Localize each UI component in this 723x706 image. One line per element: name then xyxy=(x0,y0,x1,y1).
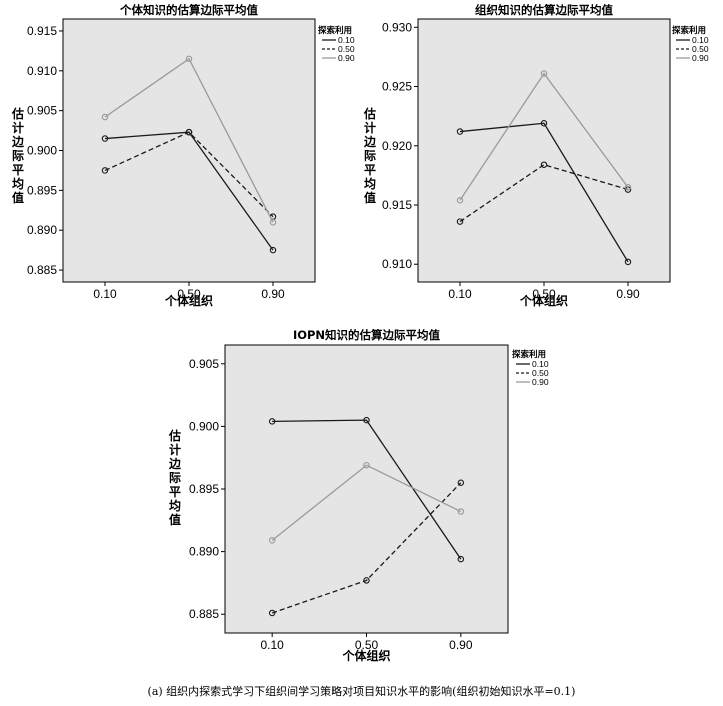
series-line xyxy=(459,122,629,263)
x-tick-label: 0.50 xyxy=(177,287,201,301)
x-tick-label: 0.50 xyxy=(532,287,556,301)
series-0.50 xyxy=(456,161,632,225)
chart-3: IOPN知识的估算边际平均值 0.885 0.890 0.895 0.900 0.905 0… xyxy=(168,328,549,663)
y-tick-label: 0.885 xyxy=(189,607,219,621)
data-point xyxy=(101,167,109,174)
series-0.90 xyxy=(456,70,632,204)
series-line xyxy=(459,72,629,201)
y-tick-label: 0.890 xyxy=(27,223,57,237)
chart-title: 组织知识的估算边际平均值 xyxy=(475,3,613,17)
chart-title: IOPN知识的估算边际平均值 xyxy=(293,328,441,342)
series-line xyxy=(459,164,629,223)
y-axis-label: 估计边际平均值 xyxy=(168,428,182,527)
data-point xyxy=(363,461,370,469)
data-point xyxy=(456,128,464,135)
data-point xyxy=(185,128,193,136)
y-tick-label: 0.885 xyxy=(27,263,57,277)
series-0.10 xyxy=(268,416,465,563)
y-tick-label: 0.895 xyxy=(189,482,219,496)
series-0.90 xyxy=(268,461,465,544)
y-tick-label: 0.905 xyxy=(27,104,57,118)
data-point xyxy=(457,508,465,515)
data-point xyxy=(456,197,464,204)
legend-label: 0.10 xyxy=(338,35,355,45)
series-line xyxy=(272,419,462,560)
series-0.90 xyxy=(101,55,277,226)
plot-area xyxy=(62,18,316,283)
legend-label: 0.90 xyxy=(532,377,549,387)
data-point xyxy=(101,113,109,121)
y-tick-label: 0.930 xyxy=(382,20,412,34)
legend-title: 探索利用 xyxy=(672,25,706,36)
chart-2: 组织知识的估算边际平均值 0.910 0.915 0.920 0.925 0.930 0.1… xyxy=(363,3,709,308)
series-line xyxy=(104,131,274,218)
y-tick-label: 0.910 xyxy=(382,257,412,271)
y-tick-label: 0.925 xyxy=(382,80,412,94)
series-line xyxy=(271,482,462,614)
x-axis-label: 个体组织 xyxy=(519,293,568,308)
series-0.50 xyxy=(268,479,465,617)
figure-caption: (a) 组织内探索式学习下组织间学习策略对项目知识水平的影响(组织初始知识水平=… xyxy=(147,685,576,698)
data-point xyxy=(268,537,276,544)
plot-area xyxy=(417,18,671,283)
legend-label: 0.50 xyxy=(532,368,549,378)
x-tick-label: 0.90 xyxy=(261,287,285,301)
legend-label: 0.50 xyxy=(338,44,355,54)
y-tick-label: 0.905 xyxy=(189,357,219,371)
chart-title: 个体知识的估算边际平均值 xyxy=(119,3,258,17)
legend-label: 0.90 xyxy=(338,53,355,63)
data-point xyxy=(540,120,548,127)
legend-title: 探索利用 xyxy=(318,25,352,36)
x-tick-label: 0.10 xyxy=(448,287,472,301)
y-axis-label: 估计边际平均值 xyxy=(363,106,377,205)
data-point xyxy=(624,183,632,191)
y-tick-label: 0.910 xyxy=(27,64,57,78)
data-point xyxy=(269,246,277,254)
data-point xyxy=(363,577,370,584)
data-point xyxy=(269,218,277,226)
legend-label: 0.50 xyxy=(692,44,709,54)
y-tick-label: 0.915 xyxy=(382,198,412,212)
series-line xyxy=(104,57,274,223)
x-axis-label: 个体组织 xyxy=(164,293,213,308)
y-tick-label: 0.915 xyxy=(27,24,57,38)
data-point xyxy=(268,418,276,425)
x-tick-label: 0.50 xyxy=(355,638,379,652)
data-point xyxy=(540,70,548,77)
data-point xyxy=(185,55,193,63)
data-point xyxy=(457,479,465,486)
x-tick-label: 0.10 xyxy=(260,638,284,652)
data-point xyxy=(624,258,632,266)
series-line xyxy=(271,464,462,541)
data-point xyxy=(457,555,465,563)
data-point xyxy=(268,609,276,617)
x-tick-label: 0.90 xyxy=(616,287,640,301)
legend-label: 0.10 xyxy=(692,35,709,45)
y-tick-label: 0.900 xyxy=(27,144,57,158)
data-point xyxy=(456,218,464,225)
series-0.10 xyxy=(456,120,632,266)
x-axis-label: 个体组织 xyxy=(341,648,390,663)
legend-label: 0.10 xyxy=(532,359,549,369)
y-tick-label: 0.895 xyxy=(27,183,57,197)
y-axis-label: 估计边际平均值 xyxy=(11,106,25,205)
legend-title: 探索利用 xyxy=(512,349,546,360)
legend-label: 0.90 xyxy=(692,53,709,63)
y-tick-label: 0.900 xyxy=(189,419,219,433)
data-point xyxy=(540,161,548,168)
y-tick-label: 0.890 xyxy=(189,545,219,559)
chart-1: 个体知识的估算边际平均值 0.885 0.890 0.895 0.900 0.905 0.9… xyxy=(11,3,355,308)
data-point xyxy=(363,416,370,424)
y-tick-label: 0.920 xyxy=(382,139,412,153)
x-tick-label: 0.90 xyxy=(449,638,473,652)
data-point xyxy=(101,135,109,142)
plot-area xyxy=(224,344,509,634)
x-tick-label: 0.10 xyxy=(93,287,117,301)
